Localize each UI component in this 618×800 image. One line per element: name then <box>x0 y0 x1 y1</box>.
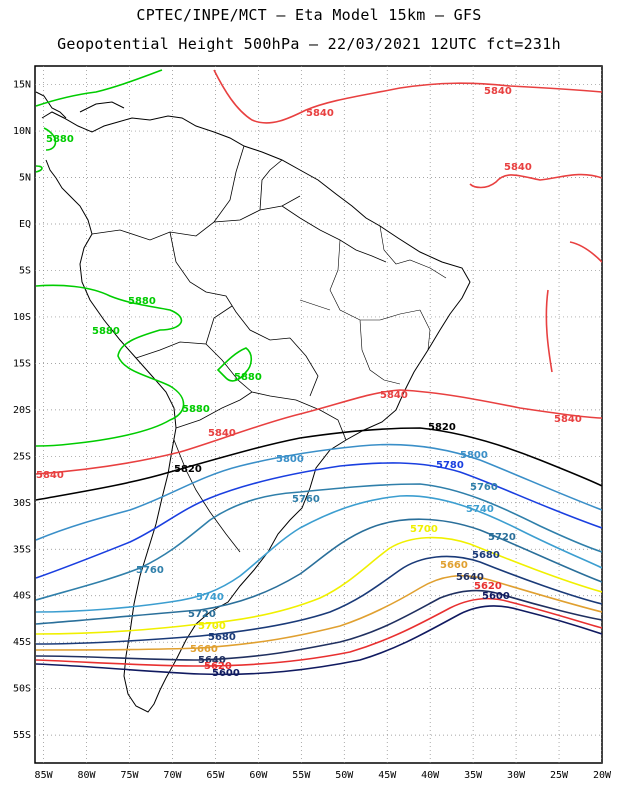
y-tick-label: 15S <box>13 358 31 369</box>
contour-5880-bolivia <box>216 347 253 382</box>
label-5720-a: 5720 <box>488 532 516 543</box>
label-5740-b: 5740 <box>196 592 224 603</box>
label-5680-a: 5680 <box>472 550 500 561</box>
x-tick-label: 40W <box>421 770 440 781</box>
south-america-coast <box>41 111 471 713</box>
label-5840-b: 5840 <box>484 86 512 97</box>
contour-5640 <box>35 589 602 661</box>
label-5780: 5780 <box>436 460 464 471</box>
x-tick-label: 55W <box>292 770 311 781</box>
label-5600-a: 5600 <box>482 591 510 602</box>
title-line-2: Geopotential Height 500hPa – 22/03/2021 … <box>57 35 561 53</box>
y-tick-label: EQ <box>19 219 31 230</box>
x-tick-label: 70W <box>163 770 182 781</box>
x-tick-label: 85W <box>35 770 54 781</box>
label-5800-a: 5800 <box>276 454 304 465</box>
contour-5740 <box>35 495 602 613</box>
label-5640-a: 5640 <box>456 572 484 583</box>
height-contours <box>35 69 602 676</box>
contour-5840-north <box>213 69 602 373</box>
central-america-coast <box>35 91 67 119</box>
contour-5720 <box>35 518 602 625</box>
label-5820-b: 5820 <box>174 464 202 475</box>
y-tick-label: 20S <box>13 405 31 416</box>
y-tick-label: 10N <box>13 126 31 137</box>
contour-5840-south <box>35 389 602 475</box>
y-tick-label: 40S <box>13 591 31 602</box>
x-tick-label: 80W <box>78 770 97 781</box>
label-5880-c: 5880 <box>92 326 120 337</box>
contour-5880-north <box>35 69 163 173</box>
label-5840-a: 5840 <box>306 108 334 119</box>
y-tick-label: 35S <box>13 544 31 555</box>
label-5600-b: 5600 <box>212 668 240 679</box>
label-5700-a: 5700 <box>410 524 438 535</box>
contour-5780 <box>35 462 602 579</box>
longitude-ticks: 85W 80W 75W 70W 65W 60W 55W 50W 45W 40W 35W 30W 25W 2… <box>35 770 612 781</box>
y-tick-label: 45S <box>13 637 31 648</box>
label-5820-a: 5820 <box>428 422 456 433</box>
y-tick-label: 5N <box>19 173 31 184</box>
label-5620-a: 5620 <box>474 581 502 592</box>
label-5620-b: 5620 <box>204 661 232 672</box>
label-5880-e: 5880 <box>182 404 210 415</box>
title-line-1: CPTEC/INPE/MCT – Eta Model 15km – GFS <box>136 6 482 24</box>
contour-5660 <box>35 575 602 651</box>
label-5880-a: 5880 <box>46 134 74 145</box>
contour-5760 <box>35 483 602 601</box>
y-tick-label: 15N <box>13 80 31 91</box>
label-5660-b: 5660 <box>190 644 218 655</box>
coastlines <box>35 91 471 713</box>
x-tick-label: 45W <box>378 770 397 781</box>
y-tick-label: 25S <box>13 451 31 462</box>
label-5680-b: 5680 <box>208 632 236 643</box>
x-tick-label: 20W <box>593 770 612 781</box>
label-5880-b: 5880 <box>128 296 156 307</box>
label-5700-b: 5700 <box>198 621 226 632</box>
y-tick-label: 10S <box>13 312 31 323</box>
contour-5620 <box>35 597 602 667</box>
contour-5600 <box>35 605 602 676</box>
label-5880-d: 5880 <box>234 372 262 383</box>
label-5840-f: 5840 <box>208 428 236 439</box>
label-5760-b: 5760 <box>470 482 498 493</box>
x-tick-label: 75W <box>120 770 139 781</box>
x-tick-label: 30W <box>507 770 526 781</box>
label-5660-a: 5660 <box>440 560 468 571</box>
x-tick-label: 65W <box>206 770 225 781</box>
contour-5800 <box>35 443 602 541</box>
x-tick-label: 25W <box>550 770 569 781</box>
label-5760-a: 5760 <box>292 494 320 505</box>
label-5840-g: 5840 <box>36 470 64 481</box>
label-5840-c: 5840 <box>504 162 532 173</box>
x-tick-label: 35W <box>464 770 483 781</box>
contour-5680 <box>35 555 602 645</box>
label-5760-c: 5760 <box>136 565 164 576</box>
y-tick-label: 5S <box>19 265 31 276</box>
y-tick-label: 50S <box>13 684 31 695</box>
label-5740-a: 5740 <box>466 504 494 515</box>
label-5800-b: 5800 <box>460 450 488 461</box>
contour-5820 <box>35 427 602 501</box>
brazil-state-borders <box>299 225 447 385</box>
y-tick-label: 55S <box>13 730 31 741</box>
contour-labels: 5880 5880 5880 5880 5880 5840 5840 5840 … <box>36 86 582 679</box>
label-5720-b: 5720 <box>188 609 216 620</box>
contour-5700 <box>35 536 602 635</box>
caribbean-coast <box>79 101 125 113</box>
y-tick-label: 30S <box>13 498 31 509</box>
label-5640-b: 5640 <box>198 655 226 666</box>
x-tick-label: 60W <box>249 770 268 781</box>
latitude-ticks: 15N 10N 5N EQ 5S 10S 15S 20S 25S 30S 35S 40S 45S 50S 5… <box>13 80 31 742</box>
label-5840-e: 5840 <box>554 414 582 425</box>
contour-5880-andes <box>35 284 185 447</box>
label-5840-d: 5840 <box>380 390 408 401</box>
x-tick-label: 50W <box>335 770 354 781</box>
